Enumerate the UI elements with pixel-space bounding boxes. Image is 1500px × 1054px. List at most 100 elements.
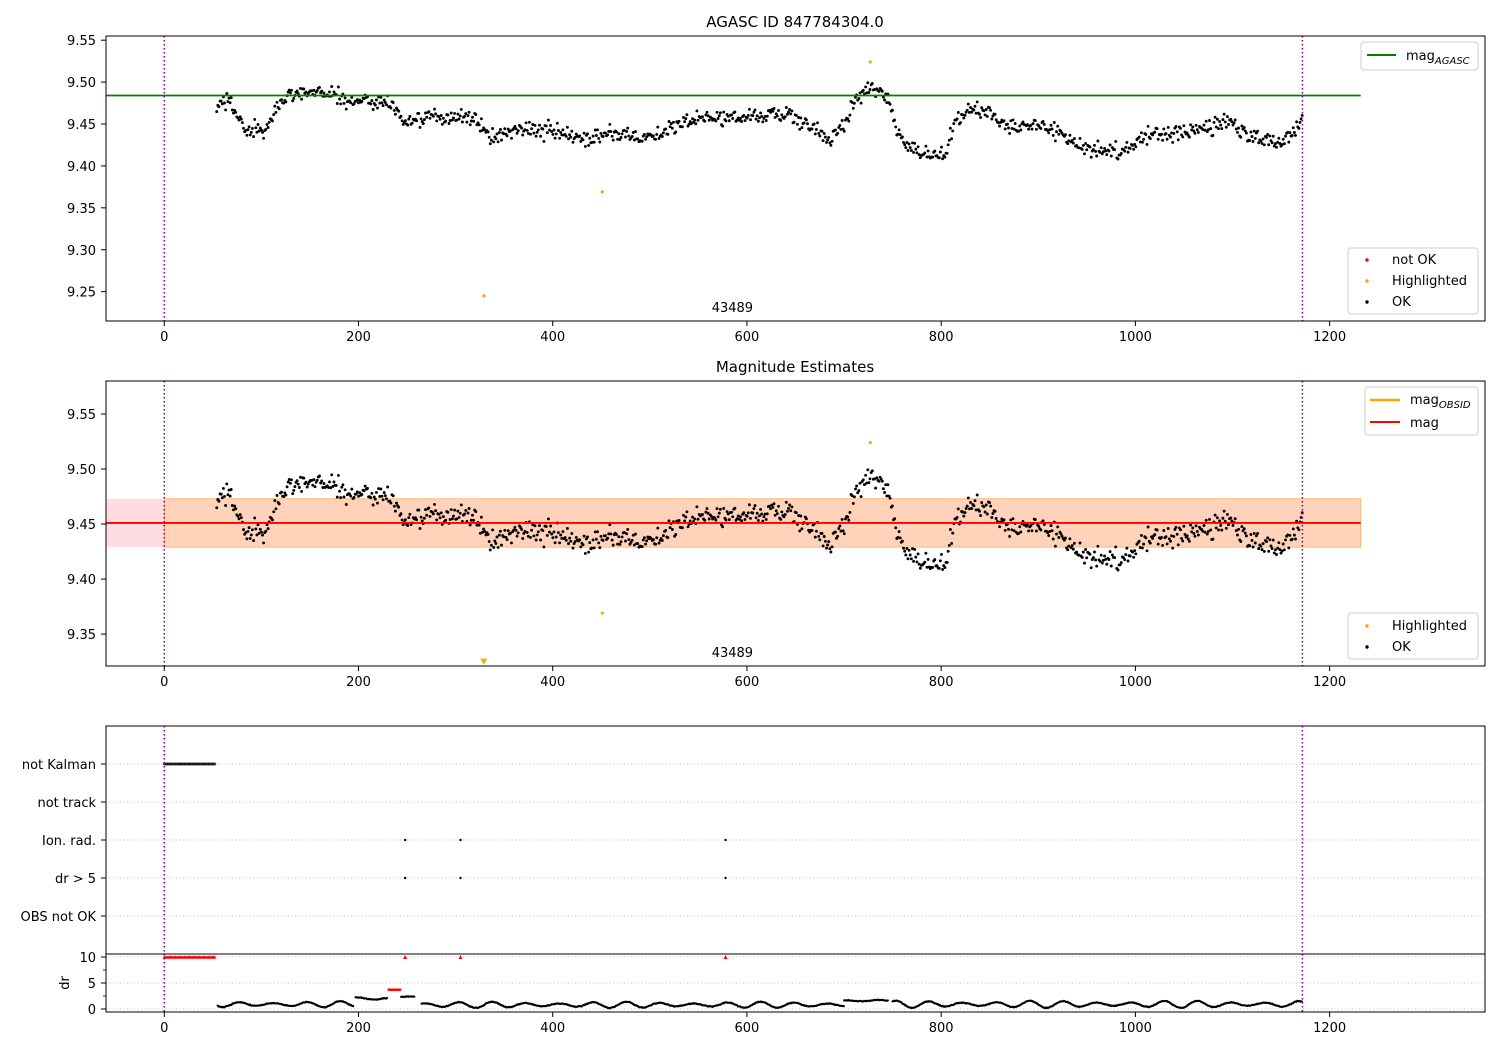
estimate-point-464 (733, 506, 737, 510)
ok-point-937 (1261, 137, 1265, 141)
estimate-point-475 (745, 514, 749, 518)
estimate-point-249 (493, 539, 497, 543)
ok-point-904 (1224, 125, 1228, 129)
ok-point-843 (1156, 137, 1160, 141)
estimate-point-109 (336, 473, 340, 477)
ok-point-760 (1064, 133, 1067, 137)
estimate-point-634 (923, 560, 927, 564)
ok-point-72 (295, 89, 299, 93)
estimate-point-462 (731, 515, 735, 519)
ok-point-945 (1270, 141, 1274, 145)
ok-point-202 (440, 122, 444, 126)
ok-point-218 (458, 114, 462, 118)
estimate-point-687 (982, 505, 986, 509)
estimate-point-851 (1165, 542, 1169, 546)
legend2-ok-marker (1365, 645, 1369, 649)
estimate-point-408 (670, 528, 674, 531)
ok-point-698 (994, 118, 998, 122)
estimate-point-956 (1282, 548, 1286, 552)
ok-point-528 (804, 118, 808, 122)
estimate-point-514 (789, 509, 793, 513)
estimate-point-830 (1142, 542, 1146, 546)
estimate-point-437 (703, 518, 707, 522)
estimate-point-521 (797, 514, 801, 517)
ok-point-10 (226, 100, 230, 104)
estimate-point-246 (489, 543, 493, 547)
ok-point-636 (925, 155, 929, 159)
estimate-point-589 (873, 477, 876, 481)
estimate-point-625 (913, 547, 917, 551)
ok-point-626 (914, 147, 918, 151)
ok-point-619 (906, 149, 910, 152)
estimate-point-946 (1271, 538, 1275, 542)
estimate-point-678 (972, 504, 976, 508)
ok-point-248 (492, 140, 496, 144)
ok-point-286 (534, 134, 538, 138)
estimate-point-945 (1270, 547, 1274, 550)
ok-point-612 (898, 133, 902, 137)
ok-point-250 (494, 137, 498, 141)
estimate-point-32 (250, 528, 254, 532)
ok-point-411 (674, 130, 678, 134)
ok-point-394 (655, 132, 659, 136)
estimate-point-581 (864, 473, 868, 477)
ok-point-694 (990, 117, 994, 121)
estimate-point-461 (730, 510, 734, 514)
ok-point-554 (833, 128, 837, 132)
estimate-point-593 (877, 479, 881, 483)
estimate-point-351 (607, 532, 611, 536)
ok-point-542 (820, 129, 824, 133)
ok-point-185 (421, 122, 425, 126)
not-kalman-flag-3 (166, 762, 170, 766)
estimate-point-27 (245, 537, 249, 541)
estimate-point-711 (1009, 518, 1013, 522)
estimate-point-840 (1153, 533, 1157, 537)
estimate-point-766 (1070, 544, 1074, 548)
ok-point-94 (320, 89, 324, 93)
estimate-point-52 (273, 499, 277, 503)
ok-point-329 (582, 131, 586, 135)
not-kalman-flag-29 (199, 762, 203, 766)
p2-xtick-label-800: 800 (929, 675, 954, 690)
estimate-point-453 (721, 525, 725, 529)
ok-point-656 (947, 138, 951, 142)
estimate-point-304 (554, 535, 558, 539)
ok-point-307 (558, 136, 562, 140)
dr-red-point-1230 (399, 988, 402, 991)
estimate-point-815 (1125, 546, 1129, 550)
ok-point-220 (460, 120, 464, 124)
not-kalman-flag-36 (208, 762, 212, 766)
p1-xtick-label-1000: 1000 (1119, 330, 1152, 345)
estimate-point-611 (897, 530, 901, 534)
estimate-point-210 (449, 508, 453, 512)
ok-point-960 (1287, 140, 1291, 144)
dr-clipped-marker-1271 (213, 955, 217, 959)
estimate-point-225 (466, 511, 470, 515)
ok-point-940 (1265, 135, 1268, 139)
estimate-point-138 (369, 496, 373, 500)
ok-point-213 (453, 111, 457, 115)
estimate-point-512 (787, 506, 790, 510)
estimate-point-573 (855, 484, 859, 488)
estimate-point-689 (984, 503, 988, 507)
estimate-point-701 (998, 525, 1002, 529)
estimate-point-947 (1272, 551, 1276, 555)
estimate-point-228 (469, 518, 473, 522)
estimate-point-100 (326, 485, 330, 489)
ok-point-615 (902, 140, 905, 144)
p2-xtick-label-600: 600 (735, 675, 760, 690)
estimate-point-213 (453, 508, 457, 512)
ok-point-283 (531, 123, 535, 126)
ok-point-165 (399, 114, 403, 118)
ok-point-500 (773, 115, 777, 119)
ok-point-171 (406, 123, 410, 127)
estimate-point-28 (246, 529, 250, 533)
estimate-point-105 (332, 480, 336, 484)
ok-point-295 (544, 124, 548, 128)
estimate-point-40 (259, 530, 263, 534)
ok-point-666 (959, 121, 962, 125)
estimate-point-17 (234, 507, 238, 511)
estimate-point-778 (1084, 548, 1088, 551)
ok-point-777 (1083, 152, 1086, 156)
ok-point-603 (888, 102, 892, 106)
